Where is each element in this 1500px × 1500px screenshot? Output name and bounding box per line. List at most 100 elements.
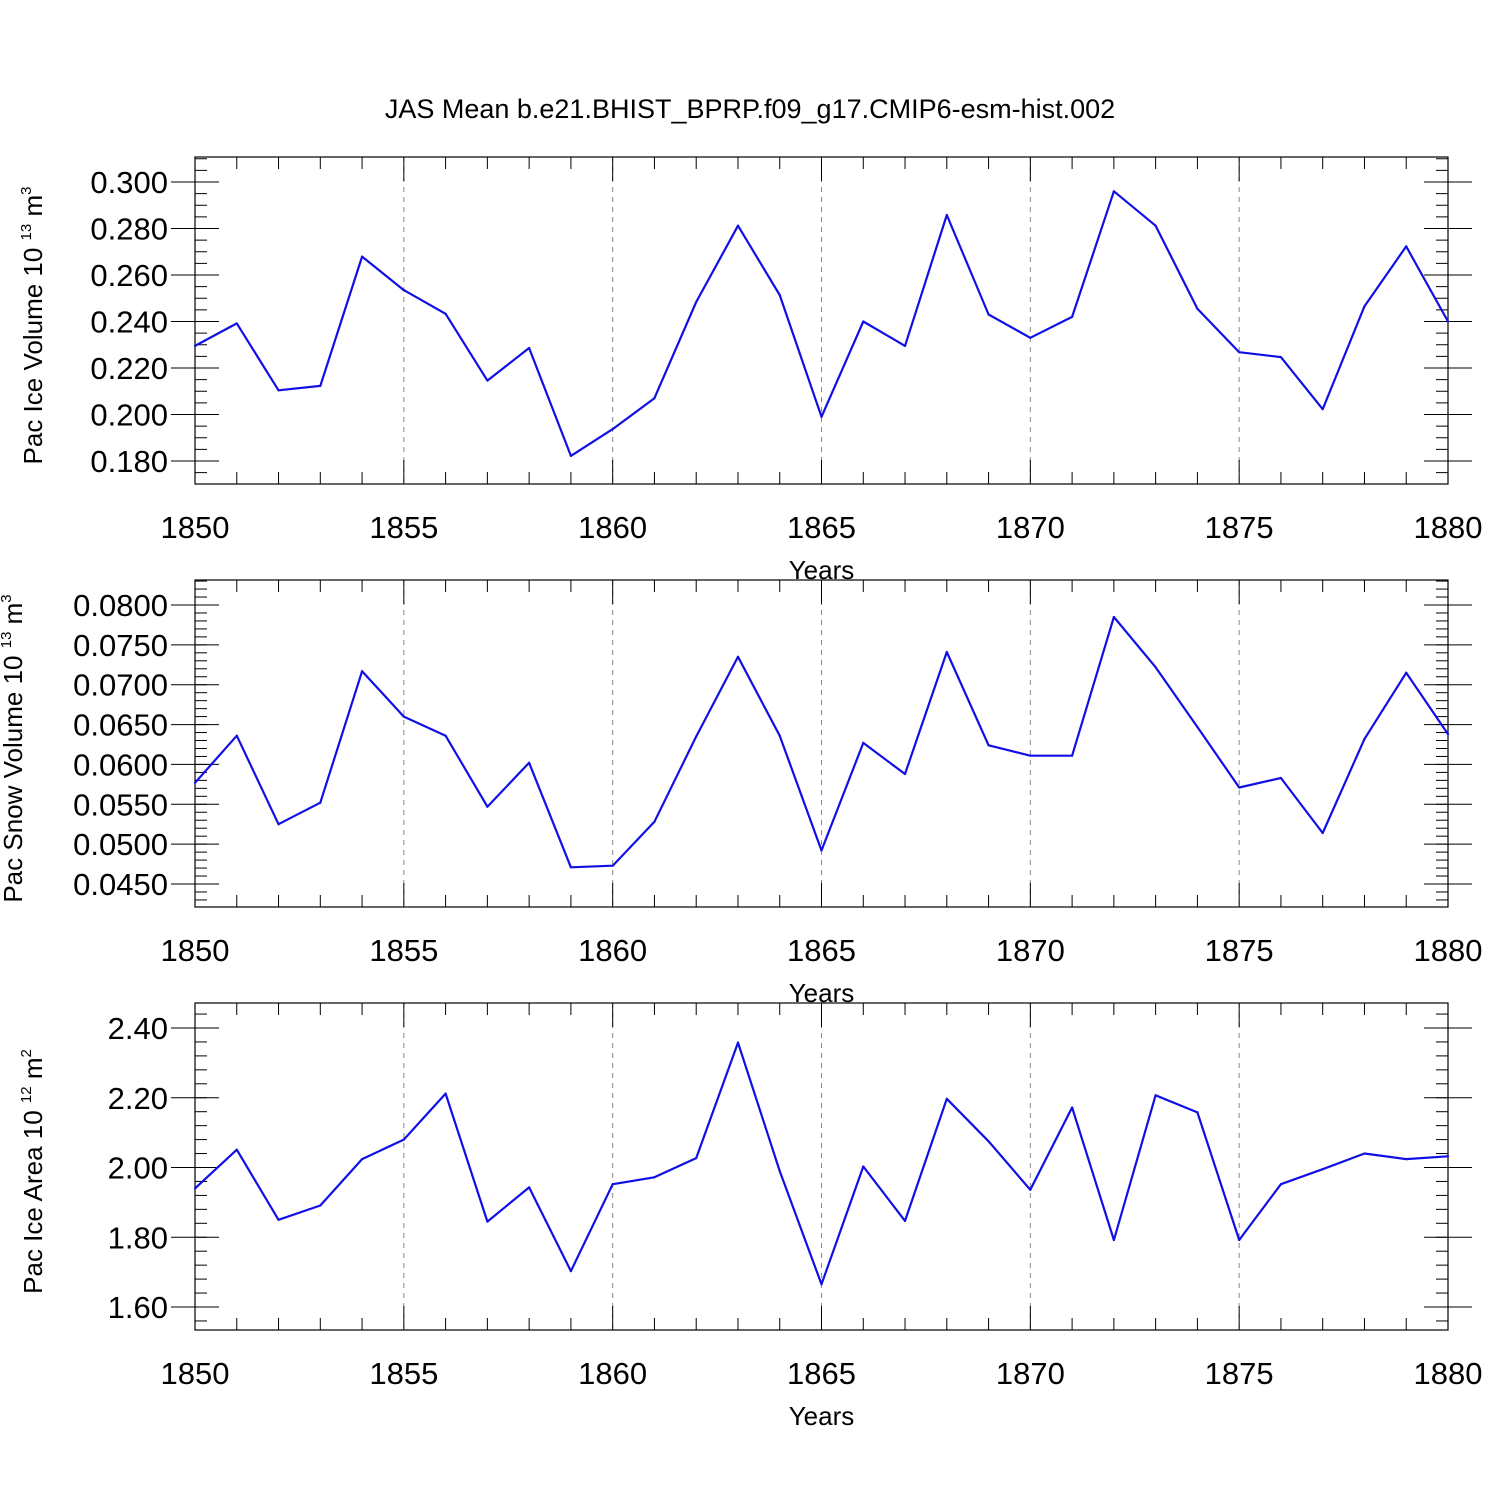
y-tick-label: 0.0550 bbox=[73, 787, 168, 822]
x-tick-label: 1880 bbox=[1414, 510, 1483, 545]
panel-snow-volume: 0.0450 0.0500 0.0550 0.0600 0.0650 0.0700 0.07… bbox=[0, 579, 1482, 1008]
data-point bbox=[528, 1186, 531, 1189]
data-point bbox=[235, 1148, 238, 1151]
data-point bbox=[1154, 1094, 1157, 1097]
data-point bbox=[193, 1187, 197, 1190]
data-point bbox=[486, 379, 489, 382]
data-point bbox=[360, 670, 364, 673]
data-point bbox=[1029, 336, 1032, 339]
data-point bbox=[1405, 1158, 1408, 1161]
data-point bbox=[1029, 1188, 1032, 1191]
x-tick-label: 1870 bbox=[996, 510, 1065, 545]
y-tick-label: 0.300 bbox=[90, 165, 168, 200]
panel-ice-volume: 0.180 0.200 0.220 0.240 0.260 0.280 0.300 1850 1… bbox=[18, 156, 1483, 585]
x-tick-label: 1875 bbox=[1205, 510, 1274, 545]
data-point bbox=[1196, 1111, 1199, 1114]
data-point bbox=[820, 849, 823, 852]
data-point bbox=[486, 1220, 489, 1223]
x-tick-label: 1855 bbox=[369, 510, 438, 545]
data-point bbox=[1071, 315, 1074, 318]
x-tick-label: 1850 bbox=[161, 933, 230, 968]
data-point bbox=[1154, 224, 1157, 227]
data-point bbox=[862, 741, 865, 745]
data-point bbox=[778, 734, 781, 737]
data-point bbox=[611, 1183, 614, 1186]
data-point bbox=[277, 1218, 280, 1221]
data-point bbox=[1446, 1155, 1450, 1158]
data-point bbox=[1363, 305, 1366, 308]
data-point bbox=[569, 454, 573, 457]
x-tick-label: 1860 bbox=[578, 510, 647, 545]
y-axis-label: Pac Ice Area 10 12 m2 bbox=[18, 1049, 48, 1294]
data-point bbox=[695, 300, 698, 304]
data-point bbox=[1405, 245, 1408, 248]
y-tick-label: 0.280 bbox=[90, 212, 168, 247]
data-point bbox=[1154, 666, 1157, 669]
data-point bbox=[444, 734, 447, 737]
data-point bbox=[1363, 737, 1366, 741]
data-point bbox=[528, 761, 531, 764]
data-point bbox=[862, 1165, 865, 1168]
data-point bbox=[903, 772, 907, 776]
x-tick-label: 1860 bbox=[578, 1356, 647, 1391]
y-axis-label: Pac Ice Volume 10 13 m3 bbox=[18, 187, 48, 465]
data-point bbox=[1321, 1168, 1324, 1171]
data-point bbox=[402, 715, 405, 718]
data-point bbox=[319, 801, 322, 804]
data-point bbox=[360, 1158, 364, 1161]
data-point bbox=[319, 1204, 322, 1207]
data-point bbox=[903, 344, 907, 348]
data-point bbox=[695, 735, 698, 738]
y-tick-label: 2.00 bbox=[108, 1151, 168, 1186]
x-tick-label: 1850 bbox=[161, 1356, 230, 1391]
data-point bbox=[1196, 307, 1199, 310]
y-tick-label: 1.60 bbox=[108, 1290, 168, 1325]
data-point bbox=[1112, 1238, 1115, 1242]
data-point bbox=[778, 1169, 781, 1173]
x-tick-label: 1865 bbox=[787, 933, 856, 968]
data-point bbox=[778, 293, 781, 297]
data-point bbox=[319, 384, 322, 388]
x-tick-label: 1865 bbox=[787, 1356, 856, 1391]
data-point bbox=[736, 655, 740, 658]
data-point bbox=[987, 744, 990, 747]
data-point bbox=[1112, 190, 1115, 193]
data-point bbox=[444, 1092, 447, 1095]
data-point bbox=[945, 213, 948, 217]
data-point bbox=[235, 322, 238, 325]
data-point bbox=[193, 344, 197, 348]
data-point bbox=[945, 650, 948, 654]
x-tick-label: 1850 bbox=[161, 510, 230, 545]
data-point bbox=[1321, 408, 1324, 411]
data-point bbox=[653, 820, 656, 823]
data-point bbox=[1029, 754, 1032, 757]
x-tick-label: 1870 bbox=[996, 1356, 1065, 1391]
data-point bbox=[1363, 1152, 1366, 1155]
chart-title: JAS Mean b.e21.BHIST_BPRP.f09_g17.CMIP6-… bbox=[385, 94, 1115, 124]
y-tick-label: 0.0500 bbox=[73, 827, 168, 862]
data-point bbox=[1446, 320, 1450, 323]
data-point bbox=[569, 866, 573, 869]
data-point bbox=[1279, 1183, 1283, 1186]
x-tick-label: 1875 bbox=[1205, 933, 1274, 968]
y-tick-label: 2.40 bbox=[108, 1011, 168, 1046]
data-point bbox=[1238, 351, 1241, 354]
y-tick-label: 0.200 bbox=[90, 398, 168, 433]
data-point bbox=[1405, 671, 1408, 674]
data-point bbox=[360, 255, 364, 258]
y-tick-label: 0.0800 bbox=[73, 588, 168, 623]
y-tick-label: 0.240 bbox=[90, 305, 168, 340]
y-tick-label: 1.80 bbox=[108, 1220, 168, 1255]
y-tick-label: 0.0600 bbox=[73, 747, 168, 782]
data-point bbox=[402, 1138, 405, 1141]
data-point bbox=[277, 823, 280, 826]
data-point bbox=[1446, 733, 1450, 736]
x-tick-label: 1875 bbox=[1205, 1356, 1274, 1391]
data-point bbox=[987, 1140, 990, 1143]
data-point bbox=[653, 1176, 656, 1179]
data-point bbox=[862, 320, 865, 323]
data-point bbox=[653, 397, 656, 400]
data-point bbox=[903, 1219, 907, 1222]
